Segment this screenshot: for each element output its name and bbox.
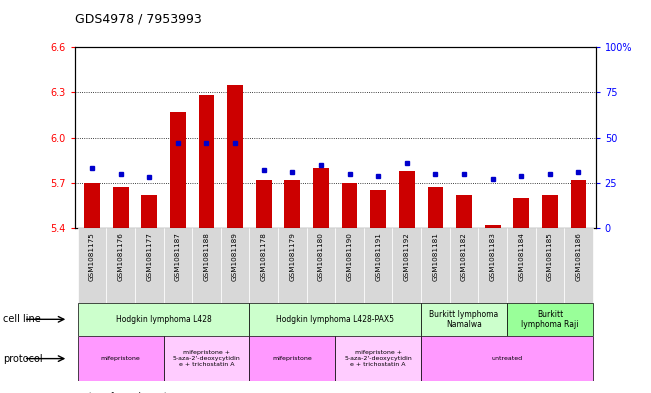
Bar: [249, 336, 335, 381]
Bar: [256, 180, 271, 228]
Bar: [249, 228, 278, 303]
Bar: [284, 180, 300, 228]
Bar: [428, 187, 443, 228]
Bar: [450, 228, 478, 303]
Text: GSM1081192: GSM1081192: [404, 231, 409, 281]
Bar: [278, 228, 307, 303]
Bar: [335, 336, 421, 381]
Text: mifepristone: mifepristone: [101, 356, 141, 361]
Bar: [571, 180, 587, 228]
Bar: [170, 112, 186, 228]
Bar: [393, 228, 421, 303]
Text: GSM1081181: GSM1081181: [432, 231, 438, 281]
Bar: [249, 303, 421, 336]
Bar: [84, 183, 100, 228]
Bar: [507, 228, 536, 303]
Bar: [364, 228, 393, 303]
Text: GSM1081190: GSM1081190: [346, 231, 353, 281]
Bar: [335, 228, 364, 303]
Text: untreated: untreated: [492, 356, 523, 361]
Text: GSM1081184: GSM1081184: [518, 231, 524, 281]
Text: GSM1081191: GSM1081191: [375, 231, 381, 281]
Bar: [485, 225, 501, 228]
Bar: [421, 303, 507, 336]
Text: GSM1081178: GSM1081178: [261, 231, 267, 281]
Text: GSM1081175: GSM1081175: [89, 231, 95, 281]
Bar: [514, 198, 529, 228]
Bar: [313, 168, 329, 228]
Text: GSM1081177: GSM1081177: [146, 231, 152, 281]
Bar: [106, 228, 135, 303]
Bar: [227, 85, 243, 228]
Bar: [77, 336, 163, 381]
Text: Burkitt
lymphoma Raji: Burkitt lymphoma Raji: [521, 310, 579, 329]
Text: GSM1081187: GSM1081187: [175, 231, 181, 281]
Text: cell line: cell line: [3, 314, 41, 324]
Bar: [77, 303, 249, 336]
Text: mifepristone +
5-aza-2'-deoxycytidin
e + trichostatin A: mifepristone + 5-aza-2'-deoxycytidin e +…: [173, 350, 240, 367]
Bar: [113, 187, 128, 228]
Text: Hodgkin lymphoma L428-PAX5: Hodgkin lymphoma L428-PAX5: [276, 315, 395, 324]
Text: Hodgkin lymphoma L428: Hodgkin lymphoma L428: [116, 315, 212, 324]
Bar: [77, 228, 106, 303]
Bar: [342, 183, 357, 228]
Bar: [456, 195, 472, 228]
Text: GSM1081189: GSM1081189: [232, 231, 238, 281]
Text: GSM1081185: GSM1081185: [547, 231, 553, 281]
Bar: [192, 228, 221, 303]
Bar: [135, 228, 163, 303]
Bar: [536, 228, 564, 303]
Bar: [421, 336, 593, 381]
Text: Burkitt lymphoma
Namalwa: Burkitt lymphoma Namalwa: [430, 310, 499, 329]
Bar: [421, 228, 450, 303]
Bar: [478, 228, 507, 303]
Text: GSM1081182: GSM1081182: [461, 231, 467, 281]
Bar: [163, 336, 249, 381]
Bar: [370, 190, 386, 228]
Text: GSM1081180: GSM1081180: [318, 231, 324, 281]
Bar: [507, 303, 593, 336]
Text: GDS4978 / 7953993: GDS4978 / 7953993: [75, 13, 202, 26]
Text: GSM1081176: GSM1081176: [118, 231, 124, 281]
Text: protocol: protocol: [3, 354, 43, 364]
Text: GSM1081186: GSM1081186: [575, 231, 581, 281]
Text: GSM1081179: GSM1081179: [289, 231, 296, 281]
Bar: [399, 171, 415, 228]
Text: mifepristone: mifepristone: [273, 356, 312, 361]
Bar: [307, 228, 335, 303]
Bar: [564, 228, 593, 303]
Bar: [163, 228, 192, 303]
Bar: [141, 195, 157, 228]
Text: GSM1081188: GSM1081188: [204, 231, 210, 281]
Bar: [199, 95, 214, 228]
Text: GSM1081183: GSM1081183: [490, 231, 495, 281]
Bar: [221, 228, 249, 303]
Bar: [542, 195, 558, 228]
Text: mifepristone +
5-aza-2'-deoxycytidin
e + trichostatin A: mifepristone + 5-aza-2'-deoxycytidin e +…: [344, 350, 412, 367]
